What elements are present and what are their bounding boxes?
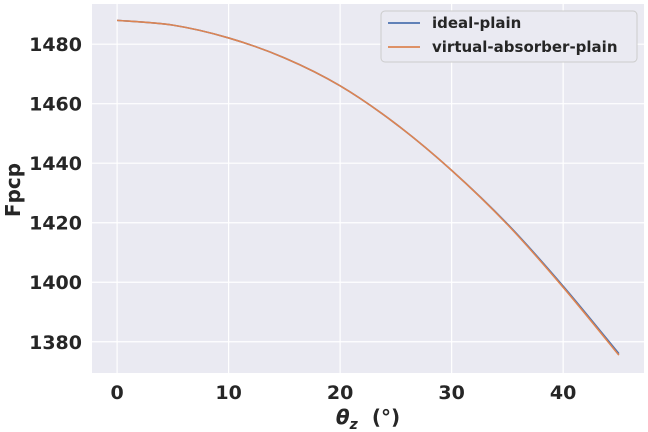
y-tick-label: 1480	[29, 34, 82, 56]
x-axis-label: θz (°)	[336, 405, 400, 432]
y-tick-label: 1460	[29, 94, 82, 116]
legend: ideal-plain virtual-absorber-plain	[380, 10, 638, 63]
x-tick-labels: 0 10 20 30 40	[110, 382, 576, 404]
x-tick-label: 0	[110, 382, 123, 404]
y-tick-label: 1440	[29, 153, 82, 175]
x-tick-label: 40	[550, 382, 576, 404]
x-tick-label: 20	[327, 382, 353, 404]
series-lines	[117, 19, 620, 356]
series-line-virtual-absorber-plain	[117, 19, 620, 356]
y-tick-label: 1420	[29, 213, 82, 235]
legend-box	[380, 10, 638, 63]
y-axis-label: Fpcp	[1, 163, 25, 217]
x-tick-label: 30	[438, 382, 464, 404]
y-tick-label: 1380	[29, 332, 82, 354]
x-tick-label: 10	[215, 382, 241, 404]
y-tick-label: 1400	[29, 272, 82, 294]
legend-label-virtual-absorber-plain: virtual-absorber-plain	[432, 38, 618, 56]
legend-label-ideal-plain: ideal-plain	[432, 14, 521, 32]
plot-background	[92, 4, 644, 373]
y-tick-labels: 1380 1400 1420 1440 1460 1480	[29, 34, 82, 354]
